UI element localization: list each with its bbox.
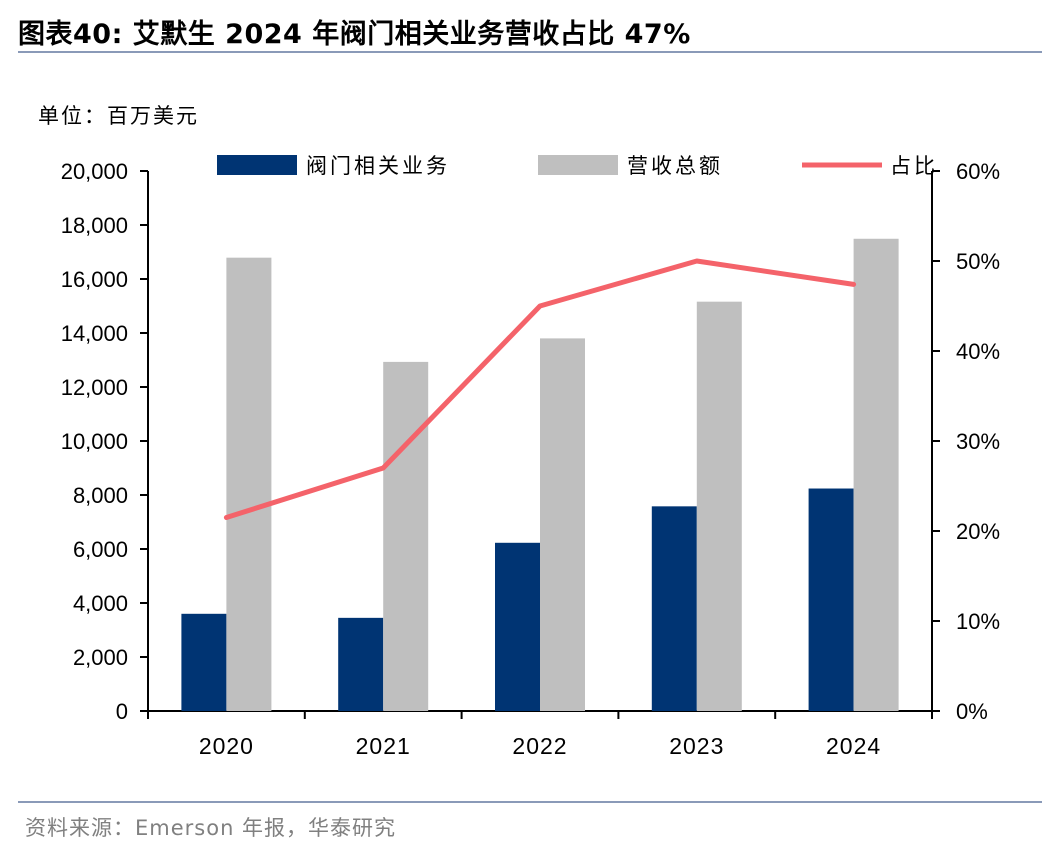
legend: 阀门相关业务 营收总额 占比	[217, 154, 938, 178]
left-tick-label: 4,000	[73, 591, 128, 616]
plot-axes: 0 2,000 4,000 6,000 8,000 10,000 12,000 14,000 1…	[61, 159, 1000, 759]
source-divider	[18, 801, 1042, 803]
bar-valve-business	[181, 613, 227, 711]
line-ratio	[223, 258, 857, 520]
right-tick-label: 0%	[956, 699, 988, 724]
figure-title: 图表40: 艾默生 2024 年阀门相关业务营收占比 47%	[18, 19, 691, 50]
line-series	[223, 258, 857, 520]
source-note: 资料来源：Emerson 年报，华泰研究	[25, 816, 397, 840]
legend-swatch-valve	[217, 155, 297, 175]
legend-swatch-total	[538, 155, 618, 175]
left-tick-label: 0	[116, 699, 128, 724]
left-tick-label: 20,000	[61, 159, 128, 184]
left-tick-label: 8,000	[73, 483, 128, 508]
left-tick-label: 6,000	[73, 537, 128, 562]
bar-valve-business	[495, 542, 540, 711]
bar-total-revenue	[383, 361, 429, 711]
bar-valve-business	[651, 506, 697, 711]
bar-total-revenue	[226, 257, 272, 711]
right-tick-label: 50%	[956, 249, 1000, 274]
unit-label: 单位：百万美元	[38, 104, 199, 128]
right-tick-label: 20%	[956, 519, 1000, 544]
right-tick-label: 60%	[956, 159, 1000, 184]
legend-label-ratio: 占比	[890, 154, 938, 178]
bar-valve-business	[808, 488, 854, 711]
x-tick-label: 2020	[199, 733, 254, 759]
bar-total-revenue	[853, 238, 899, 711]
right-tick-label: 10%	[956, 609, 1000, 634]
x-tick-label: 2021	[356, 733, 411, 759]
bar-total-revenue	[540, 338, 585, 711]
bar-valve-business	[338, 617, 384, 711]
title-divider	[18, 51, 1042, 53]
left-tick-label: 16,000	[61, 267, 128, 292]
left-tick-label: 10,000	[61, 429, 128, 454]
bar-series	[181, 238, 899, 711]
x-tick-label: 2023	[669, 733, 724, 759]
left-tick-label: 14,000	[61, 321, 128, 346]
right-tick-label: 40%	[956, 339, 1000, 364]
left-tick-label: 18,000	[61, 213, 128, 238]
left-tick-label: 2,000	[73, 645, 128, 670]
legend-label-total: 营收总额	[627, 154, 723, 178]
left-tick-label: 12,000	[61, 375, 128, 400]
x-tick-label: 2024	[826, 733, 881, 759]
bar-total-revenue	[696, 301, 742, 711]
right-tick-label: 30%	[956, 429, 1000, 454]
x-tick-label: 2022	[512, 733, 567, 759]
legend-label-valve: 阀门相关业务	[306, 154, 450, 178]
